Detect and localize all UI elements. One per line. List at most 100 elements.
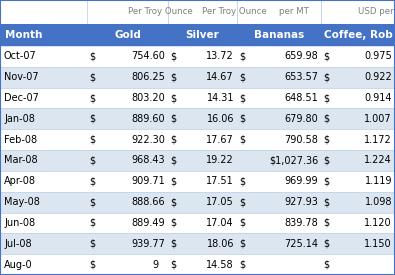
Text: 17.05: 17.05 — [206, 197, 234, 207]
Bar — [87, 0, 168, 24]
Bar — [0, 171, 395, 192]
Text: Nov-07: Nov-07 — [4, 72, 39, 82]
Text: $: $ — [323, 51, 329, 61]
Text: Jan-08: Jan-08 — [4, 114, 35, 124]
Text: $: $ — [239, 93, 245, 103]
Text: $: $ — [239, 176, 245, 186]
Text: USD per pound: USD per pound — [358, 7, 395, 16]
Text: $: $ — [170, 176, 176, 186]
Text: 1.120: 1.120 — [364, 218, 392, 228]
Text: 0.975: 0.975 — [364, 51, 392, 61]
Text: 14.58: 14.58 — [206, 260, 234, 270]
Text: $: $ — [170, 197, 176, 207]
Text: Month: Month — [5, 30, 42, 40]
Bar — [0, 0, 395, 24]
Text: $: $ — [89, 218, 95, 228]
Text: $: $ — [89, 72, 95, 82]
Text: 790.58: 790.58 — [284, 135, 318, 145]
Text: Bananas: Bananas — [254, 30, 304, 40]
Text: 889.60: 889.60 — [132, 114, 165, 124]
Text: 889.49: 889.49 — [132, 218, 165, 228]
Text: 17.51: 17.51 — [206, 176, 234, 186]
Bar — [0, 129, 395, 150]
Text: Mar-08: Mar-08 — [4, 155, 38, 166]
Text: $: $ — [89, 135, 95, 145]
Text: $: $ — [323, 197, 329, 207]
Text: $: $ — [323, 114, 329, 124]
Text: 969.99: 969.99 — [284, 176, 318, 186]
Text: $: $ — [323, 218, 329, 228]
Text: Per Troy Ounce: Per Troy Ounce — [128, 7, 192, 16]
Text: $: $ — [89, 176, 95, 186]
Bar — [0, 192, 395, 213]
Text: 653.57: 653.57 — [284, 72, 318, 82]
Text: 0.922: 0.922 — [364, 72, 392, 82]
Text: $: $ — [239, 72, 245, 82]
Text: $: $ — [239, 218, 245, 228]
Text: 13.72: 13.72 — [206, 51, 234, 61]
Text: $: $ — [323, 155, 329, 166]
Text: $: $ — [89, 155, 95, 166]
Text: 803.20: 803.20 — [131, 93, 165, 103]
Text: 806.25: 806.25 — [131, 72, 165, 82]
Text: 939.77: 939.77 — [131, 239, 165, 249]
Text: 725.14: 725.14 — [284, 239, 318, 249]
Bar — [0, 150, 395, 171]
Text: 17.67: 17.67 — [206, 135, 234, 145]
Text: $: $ — [170, 260, 176, 270]
Text: 18.06: 18.06 — [207, 239, 234, 249]
Text: 16.06: 16.06 — [207, 114, 234, 124]
Text: $: $ — [323, 239, 329, 249]
Text: 9: 9 — [152, 260, 165, 270]
Text: $: $ — [239, 135, 245, 145]
Text: $: $ — [239, 51, 245, 61]
Bar — [0, 24, 395, 46]
Bar — [321, 0, 395, 24]
Text: $: $ — [323, 135, 329, 145]
Text: 679.80: 679.80 — [284, 114, 318, 124]
Text: 14.31: 14.31 — [207, 93, 234, 103]
Text: $: $ — [170, 135, 176, 145]
Bar — [0, 213, 395, 233]
Text: Apr-08: Apr-08 — [4, 176, 36, 186]
Bar — [237, 0, 321, 24]
Bar — [0, 46, 395, 67]
Text: May-08: May-08 — [4, 197, 40, 207]
Text: Silver: Silver — [186, 30, 219, 40]
Text: 888.66: 888.66 — [132, 197, 165, 207]
Text: $: $ — [239, 114, 245, 124]
Text: 14.67: 14.67 — [206, 72, 234, 82]
Text: $: $ — [323, 176, 329, 186]
Text: Oct-07: Oct-07 — [4, 51, 37, 61]
Text: $: $ — [89, 239, 95, 249]
Text: Coffee, Rob: Coffee, Rob — [324, 30, 392, 40]
Text: $: $ — [89, 197, 95, 207]
Text: 17.04: 17.04 — [206, 218, 234, 228]
Text: $: $ — [170, 218, 176, 228]
Text: 968.43: 968.43 — [132, 155, 165, 166]
Text: $: $ — [239, 239, 245, 249]
Bar — [168, 0, 237, 24]
Text: $: $ — [170, 93, 176, 103]
Text: 927.93: 927.93 — [284, 197, 318, 207]
Text: $: $ — [89, 114, 95, 124]
Bar — [0, 254, 395, 275]
Text: $: $ — [239, 260, 245, 270]
Bar — [0, 88, 395, 108]
Text: 1.119: 1.119 — [365, 176, 392, 186]
Text: Jun-08: Jun-08 — [4, 218, 35, 228]
Text: 659.98: 659.98 — [284, 51, 318, 61]
Text: $: $ — [89, 260, 95, 270]
Text: $: $ — [323, 72, 329, 82]
Bar — [0, 233, 395, 254]
Text: $1,027.36: $1,027.36 — [269, 155, 318, 166]
Text: 922.30: 922.30 — [131, 135, 165, 145]
Text: 1.007: 1.007 — [364, 114, 392, 124]
Text: 1.098: 1.098 — [365, 197, 392, 207]
Text: $: $ — [323, 93, 329, 103]
Text: $: $ — [170, 51, 176, 61]
Text: Per Troy Ounce: Per Troy Ounce — [203, 7, 267, 16]
Text: Dec-07: Dec-07 — [4, 93, 39, 103]
Text: Gold: Gold — [114, 30, 141, 40]
Text: 909.71: 909.71 — [131, 176, 165, 186]
